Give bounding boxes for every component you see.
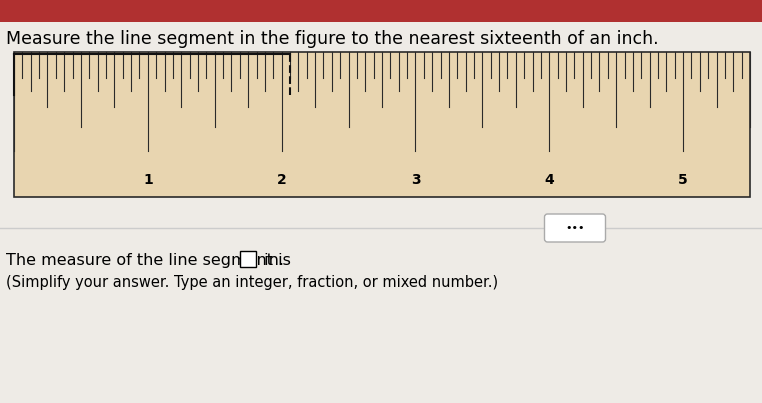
Text: Measure the line segment in the figure to the nearest sixteenth of an inch.: Measure the line segment in the figure t… — [6, 30, 658, 48]
Bar — [240, 251, 256, 267]
Text: 4: 4 — [544, 173, 554, 187]
Text: •••: ••• — [565, 223, 584, 233]
Text: 1: 1 — [143, 173, 152, 187]
Text: 2: 2 — [277, 173, 287, 187]
Text: The measure of the line segment is: The measure of the line segment is — [6, 253, 291, 268]
Text: (Simplify your answer. Type an integer, fraction, or mixed number.): (Simplify your answer. Type an integer, … — [6, 275, 498, 290]
Text: in.: in. — [259, 253, 284, 268]
FancyBboxPatch shape — [545, 214, 606, 242]
Text: 3: 3 — [411, 173, 421, 187]
Text: 5: 5 — [678, 173, 688, 187]
Bar — [0, 0, 762, 22]
Bar — [14, 52, 750, 197]
